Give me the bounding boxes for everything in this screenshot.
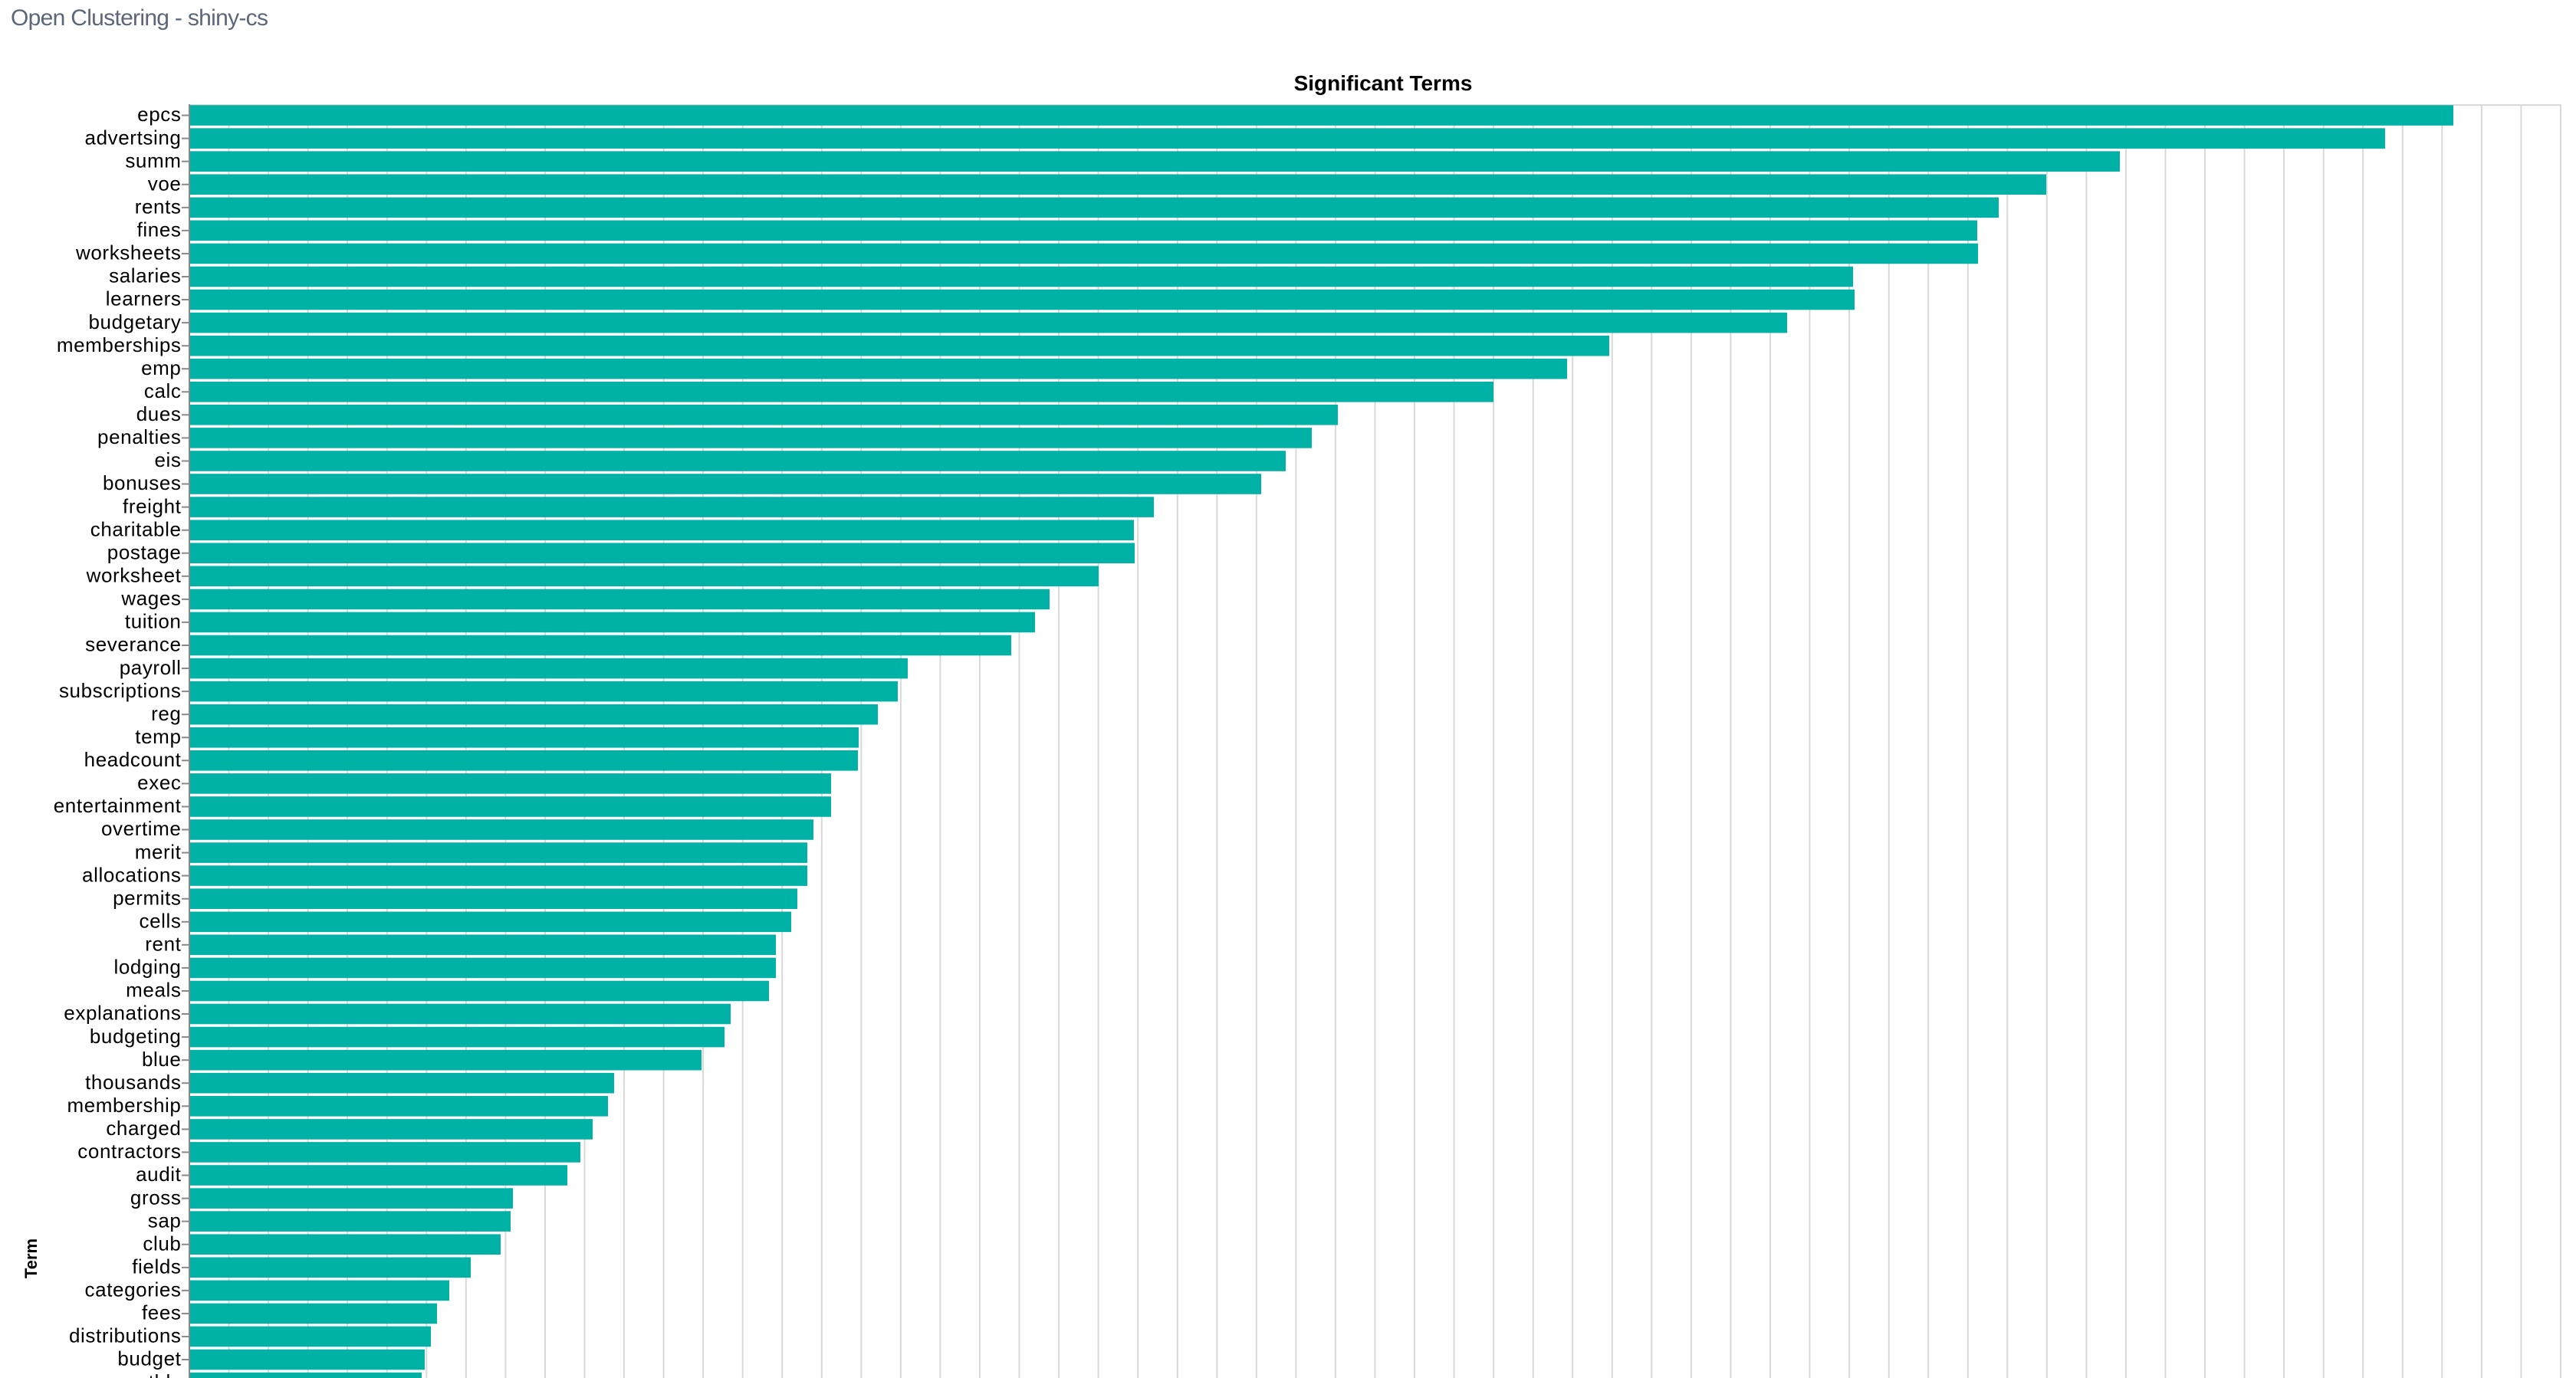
svg-text:emp: emp <box>141 356 181 379</box>
svg-text:Open Clustering - shiny-cs: Open Clustering - shiny-cs <box>11 5 268 31</box>
svg-text:Significant Terms: Significant Terms <box>1294 71 1473 95</box>
svg-text:severance: severance <box>85 633 181 656</box>
svg-text:budgetary: budgetary <box>88 310 181 333</box>
svg-text:Term: Term <box>21 1239 41 1278</box>
svg-text:budget: budget <box>117 1347 181 1370</box>
svg-text:worksheets: worksheets <box>75 241 182 264</box>
svg-text:club: club <box>143 1232 181 1255</box>
svg-text:monthly: monthly <box>108 1370 181 1378</box>
svg-text:gross: gross <box>130 1186 182 1209</box>
svg-text:payroll: payroll <box>120 656 182 679</box>
svg-text:epcs: epcs <box>137 103 181 126</box>
svg-text:cells: cells <box>139 910 181 933</box>
svg-text:audit: audit <box>136 1163 182 1186</box>
svg-text:membership: membership <box>67 1094 181 1117</box>
svg-text:permits: permits <box>113 886 181 909</box>
svg-text:fields: fields <box>132 1255 181 1278</box>
svg-text:postage: postage <box>107 540 182 563</box>
svg-text:wages: wages <box>120 587 181 610</box>
svg-text:rents: rents <box>135 195 182 218</box>
svg-text:fines: fines <box>137 218 182 241</box>
svg-text:freight: freight <box>123 494 182 517</box>
svg-text:memberships: memberships <box>57 333 182 356</box>
svg-text:reg: reg <box>151 702 181 725</box>
svg-text:advertsing: advertsing <box>85 126 182 149</box>
svg-text:categories: categories <box>85 1278 182 1301</box>
svg-text:salaries: salaries <box>109 264 181 287</box>
svg-text:rent: rent <box>145 933 181 956</box>
svg-text:entertainment: entertainment <box>54 794 182 817</box>
svg-text:meals: meals <box>126 979 181 1002</box>
svg-text:eis: eis <box>154 448 181 471</box>
svg-text:subscriptions: subscriptions <box>59 679 182 702</box>
svg-text:lodging: lodging <box>113 956 181 979</box>
svg-text:explanations: explanations <box>64 1002 181 1025</box>
svg-text:overtime: overtime <box>101 817 182 840</box>
svg-text:sap: sap <box>148 1209 182 1232</box>
svg-text:penalties: penalties <box>97 425 181 448</box>
svg-text:voe: voe <box>148 172 182 195</box>
svg-text:blue: blue <box>142 1048 182 1071</box>
svg-text:tuition: tuition <box>125 610 182 633</box>
svg-text:worksheet: worksheet <box>86 564 182 587</box>
svg-text:exec: exec <box>137 771 181 794</box>
svg-text:charged: charged <box>106 1117 181 1140</box>
svg-text:thousands: thousands <box>85 1071 181 1094</box>
svg-text:charitable: charitable <box>90 517 182 540</box>
svg-text:learners: learners <box>106 287 182 310</box>
svg-text:dues: dues <box>136 402 182 425</box>
svg-text:contractors: contractors <box>77 1140 181 1163</box>
svg-text:distributions: distributions <box>69 1324 182 1347</box>
svg-text:budgeting: budgeting <box>90 1025 182 1048</box>
svg-text:fees: fees <box>142 1301 182 1324</box>
svg-text:bonuses: bonuses <box>103 471 182 494</box>
svg-text:calc: calc <box>144 379 182 402</box>
svg-text:temp: temp <box>135 725 181 748</box>
svg-text:headcount: headcount <box>84 748 182 771</box>
svg-text:allocations: allocations <box>82 863 181 886</box>
svg-text:merit: merit <box>135 840 182 863</box>
svg-text:summ: summ <box>125 149 181 172</box>
